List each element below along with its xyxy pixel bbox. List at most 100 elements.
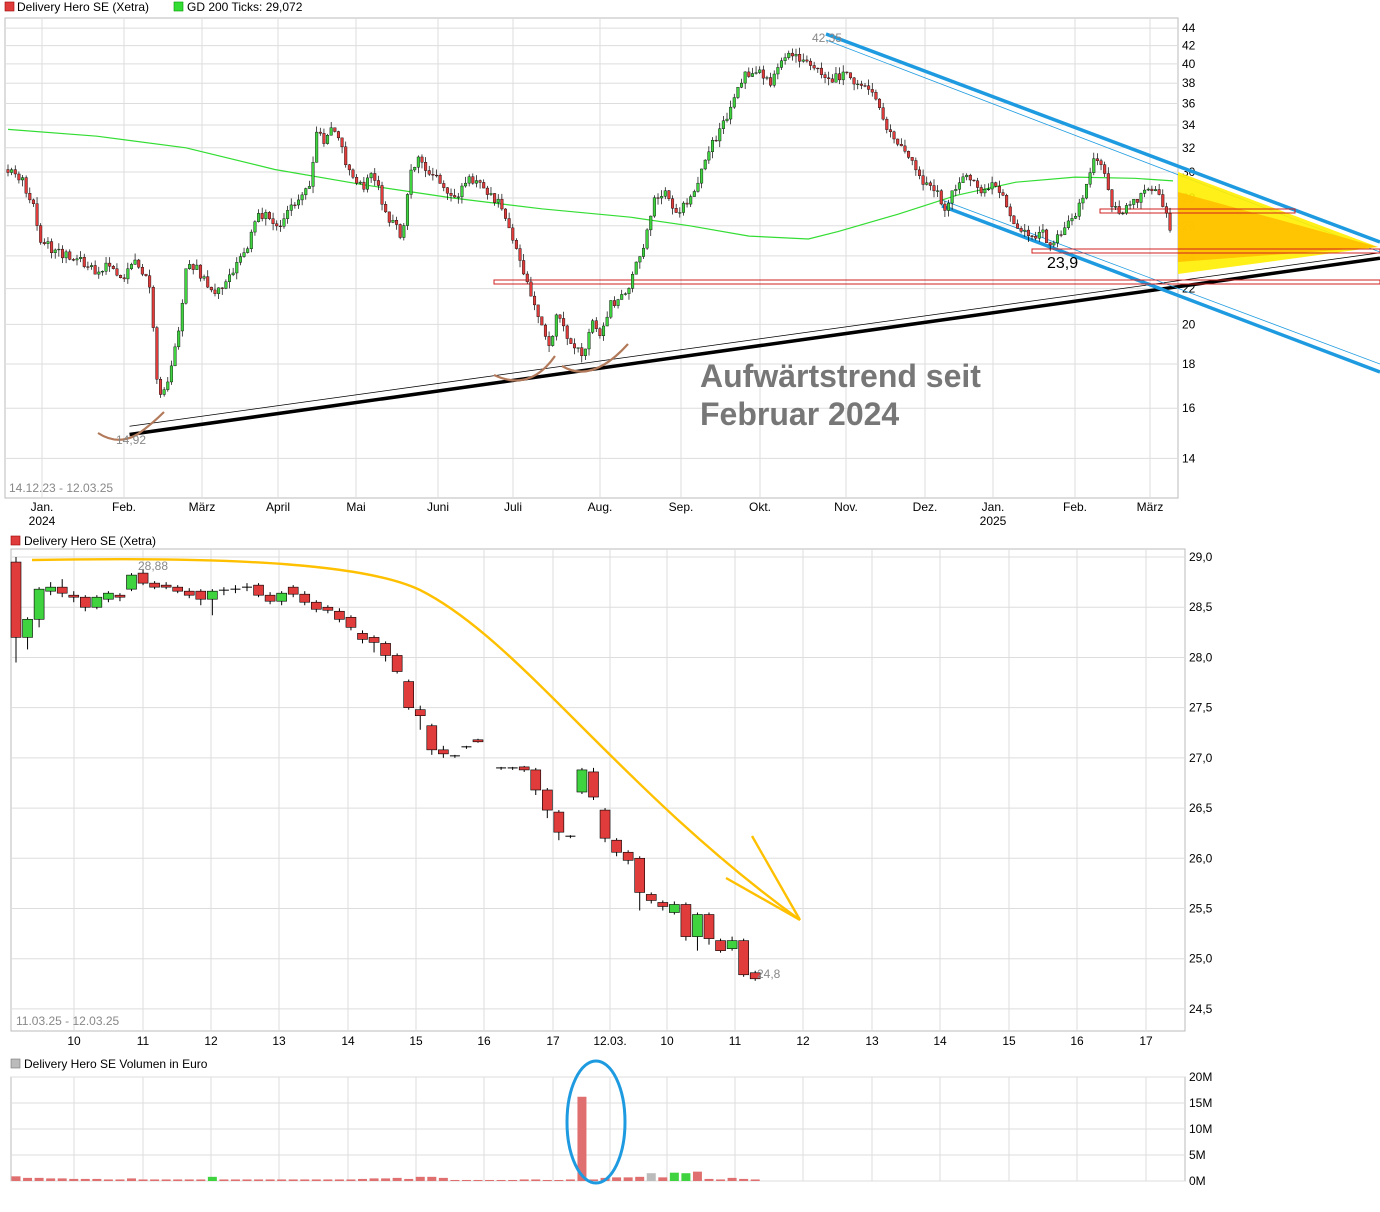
- candle-body: [369, 173, 373, 179]
- candle-body: [380, 643, 391, 656]
- candle-body: [119, 274, 123, 279]
- candle-body: [749, 972, 761, 980]
- price-candles: [6, 47, 1172, 398]
- candle-body: [160, 584, 172, 588]
- candle-body: [300, 194, 304, 201]
- candle-body: [899, 144, 903, 147]
- xtick-label: April: [266, 500, 290, 514]
- xtick-label: 13: [272, 1034, 286, 1048]
- volume-bar: [415, 1176, 425, 1181]
- candle-body: [965, 174, 969, 178]
- volume-bar: [254, 1179, 264, 1181]
- volume-bar: [242, 1179, 252, 1181]
- candle-body: [1001, 192, 1005, 196]
- candle-body: [921, 175, 925, 185]
- candle-body: [493, 193, 497, 203]
- resistance-box-22: [493, 279, 1380, 285]
- xtick-label: 15: [1002, 1034, 1016, 1048]
- range-label: 14.12.23 - 12.03.25: [9, 481, 113, 495]
- candle-body: [776, 67, 780, 75]
- candle-body: [674, 208, 678, 213]
- candle-body: [881, 107, 885, 120]
- candle-body: [79, 257, 83, 260]
- volume-bar: [623, 1177, 633, 1181]
- candle-body: [1161, 194, 1165, 207]
- candle-body: [209, 286, 213, 291]
- candle-body: [403, 681, 415, 708]
- candle-body: [1026, 229, 1030, 237]
- candle-body: [315, 131, 319, 163]
- candle-body: [22, 618, 33, 638]
- candle-body: [1055, 234, 1059, 244]
- candle-body: [351, 169, 355, 178]
- candle-body: [172, 586, 183, 592]
- volume-bar: [739, 1178, 749, 1181]
- candle-body: [357, 633, 368, 640]
- candle-body: [1037, 231, 1041, 239]
- candle-body: [583, 348, 587, 357]
- candle-body: [456, 196, 460, 198]
- candle-body: [1023, 229, 1027, 232]
- volume-bar: [381, 1178, 391, 1181]
- volume-bar: [161, 1179, 171, 1181]
- headline-line-2: Februar 2024: [700, 396, 899, 432]
- ytick-label: 0M: [1189, 1174, 1206, 1188]
- candle-body: [514, 240, 518, 249]
- volume-bar: [11, 1176, 21, 1181]
- volume-bar: [323, 1179, 333, 1181]
- candle-body: [114, 594, 126, 598]
- ytick-label: 42: [1182, 39, 1196, 53]
- candle-body: [299, 593, 311, 603]
- candle-body: [137, 259, 141, 268]
- candle-body: [997, 186, 1001, 193]
- candle-body: [594, 320, 598, 329]
- xtick-label: Feb.: [112, 500, 136, 514]
- candle-body: [275, 223, 279, 227]
- xtick-label: 16: [477, 1034, 491, 1048]
- candle-body: [1103, 164, 1107, 174]
- candle-body: [928, 182, 932, 186]
- candle-body: [336, 131, 340, 139]
- high-label: 28,88: [138, 559, 168, 573]
- candle-body: [195, 590, 207, 600]
- candle-body: [307, 186, 311, 189]
- candle-body: [576, 769, 588, 793]
- candle-body: [500, 198, 504, 210]
- candle-body: [700, 168, 704, 184]
- candle-body: [729, 106, 733, 120]
- candle-body: [35, 203, 39, 226]
- candle-body: [979, 187, 983, 194]
- candle-body: [536, 304, 540, 317]
- candle-body: [376, 180, 380, 186]
- candle-body: [115, 268, 119, 276]
- candle-body: [870, 89, 874, 93]
- volume-bar: [311, 1179, 321, 1181]
- candle-body: [453, 195, 457, 198]
- candle-body: [329, 127, 333, 136]
- candle-body: [380, 185, 384, 205]
- candle-body: [732, 97, 736, 108]
- volume-bar: [658, 1177, 668, 1181]
- candle-body: [424, 162, 428, 171]
- candle-body: [355, 177, 359, 184]
- candle-body: [344, 146, 348, 166]
- volume-bar: [69, 1178, 79, 1181]
- candle-body: [1088, 172, 1092, 185]
- candle-body: [714, 139, 718, 142]
- reversal-arc-jul: [493, 355, 556, 382]
- candle-body: [438, 749, 449, 755]
- candle-body: [207, 590, 218, 600]
- candle-body: [809, 60, 813, 66]
- candle-body: [885, 118, 889, 130]
- downtrend-arrow-curve: [31, 557, 801, 921]
- volume-bar: [230, 1179, 240, 1181]
- candle-body: [1139, 193, 1143, 203]
- candle-body: [525, 273, 529, 283]
- candle-body: [188, 264, 192, 269]
- candle-body: [195, 264, 199, 270]
- candle-body: [438, 174, 442, 184]
- candle-body: [1066, 220, 1070, 228]
- candle-body: [103, 592, 114, 600]
- candle-body: [541, 789, 553, 811]
